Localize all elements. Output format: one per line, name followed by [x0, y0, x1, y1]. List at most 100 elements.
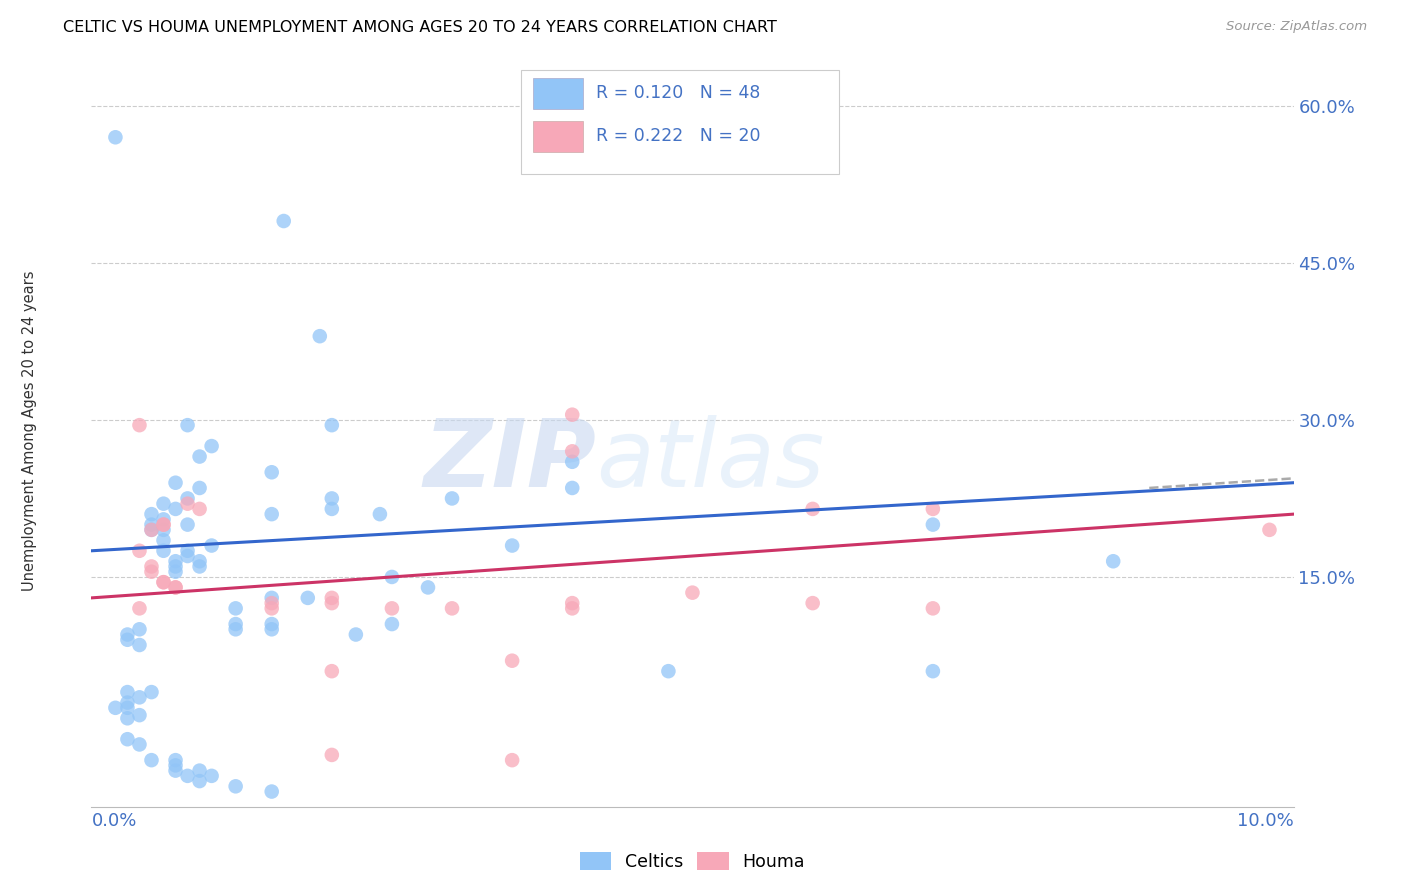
- Point: [801, 502, 824, 516]
- Point: [188, 554, 211, 568]
- Point: [344, 627, 367, 641]
- Point: [225, 601, 247, 615]
- Point: [381, 617, 404, 632]
- Point: [128, 638, 150, 652]
- Point: [104, 701, 127, 715]
- Point: [260, 784, 283, 798]
- Point: [1258, 523, 1281, 537]
- Text: R = 0.222   N = 20: R = 0.222 N = 20: [596, 128, 761, 145]
- Point: [201, 439, 224, 453]
- Point: [561, 444, 583, 458]
- Point: [561, 481, 583, 495]
- Text: CELTIC VS HOUMA UNEMPLOYMENT AMONG AGES 20 TO 24 YEARS CORRELATION CHART: CELTIC VS HOUMA UNEMPLOYMENT AMONG AGES …: [63, 20, 778, 35]
- Point: [801, 596, 824, 610]
- Point: [188, 764, 211, 778]
- Point: [141, 523, 163, 537]
- Point: [260, 617, 283, 632]
- Point: [152, 575, 174, 590]
- Point: [260, 591, 283, 605]
- Point: [260, 465, 283, 479]
- Point: [141, 523, 163, 537]
- Point: [165, 764, 187, 778]
- Point: [416, 581, 439, 595]
- Point: [188, 774, 211, 789]
- Point: [117, 711, 139, 725]
- Point: [321, 591, 343, 605]
- Point: [321, 418, 343, 433]
- Point: [152, 497, 174, 511]
- Text: R = 0.120   N = 48: R = 0.120 N = 48: [596, 85, 761, 103]
- Point: [165, 753, 187, 767]
- Point: [176, 549, 198, 563]
- Point: [128, 738, 150, 752]
- Point: [152, 575, 174, 590]
- Point: [260, 507, 283, 521]
- Point: [381, 601, 404, 615]
- Point: [176, 517, 198, 532]
- Point: [321, 747, 343, 762]
- Point: [176, 491, 198, 506]
- Point: [141, 685, 163, 699]
- Point: [152, 523, 174, 537]
- Text: atlas: atlas: [596, 415, 824, 506]
- Point: [561, 601, 583, 615]
- Point: [225, 617, 247, 632]
- Point: [141, 565, 163, 579]
- Point: [260, 601, 283, 615]
- Point: [922, 664, 945, 678]
- Point: [152, 533, 174, 548]
- Point: [681, 585, 703, 599]
- Point: [117, 627, 139, 641]
- FancyBboxPatch shape: [520, 70, 839, 174]
- Point: [321, 596, 343, 610]
- Point: [152, 543, 174, 558]
- Bar: [533, 78, 583, 109]
- Point: [176, 769, 198, 783]
- Point: [188, 559, 211, 574]
- Text: 0.0%: 0.0%: [91, 813, 136, 830]
- Point: [165, 559, 187, 574]
- Point: [141, 753, 163, 767]
- Y-axis label: Unemployment Among Ages 20 to 24 years: Unemployment Among Ages 20 to 24 years: [22, 270, 38, 591]
- Point: [657, 664, 679, 678]
- Point: [922, 517, 945, 532]
- Point: [225, 622, 247, 636]
- Point: [165, 502, 187, 516]
- Point: [501, 539, 523, 553]
- Point: [561, 596, 583, 610]
- Point: [260, 596, 283, 610]
- Point: [152, 517, 174, 532]
- Point: [128, 708, 150, 723]
- Text: ZIP: ZIP: [423, 415, 596, 507]
- Point: [201, 539, 224, 553]
- Point: [141, 507, 163, 521]
- Legend: Celtics, Houma: Celtics, Houma: [574, 845, 811, 878]
- Point: [561, 408, 583, 422]
- Text: Source: ZipAtlas.com: Source: ZipAtlas.com: [1226, 20, 1367, 33]
- Point: [165, 565, 187, 579]
- Point: [225, 780, 247, 794]
- Point: [321, 491, 343, 506]
- Bar: [533, 121, 583, 152]
- Point: [117, 732, 139, 747]
- Point: [117, 685, 139, 699]
- Point: [1102, 554, 1125, 568]
- Point: [128, 418, 150, 433]
- Point: [561, 455, 583, 469]
- Point: [188, 502, 211, 516]
- Point: [128, 622, 150, 636]
- Point: [188, 481, 211, 495]
- Point: [501, 654, 523, 668]
- Point: [141, 559, 163, 574]
- Point: [368, 507, 391, 521]
- Point: [165, 581, 187, 595]
- Point: [201, 769, 224, 783]
- Point: [176, 418, 198, 433]
- Point: [440, 601, 463, 615]
- Point: [922, 502, 945, 516]
- Point: [176, 543, 198, 558]
- Point: [152, 512, 174, 526]
- Point: [141, 517, 163, 532]
- Point: [165, 554, 187, 568]
- Point: [117, 632, 139, 647]
